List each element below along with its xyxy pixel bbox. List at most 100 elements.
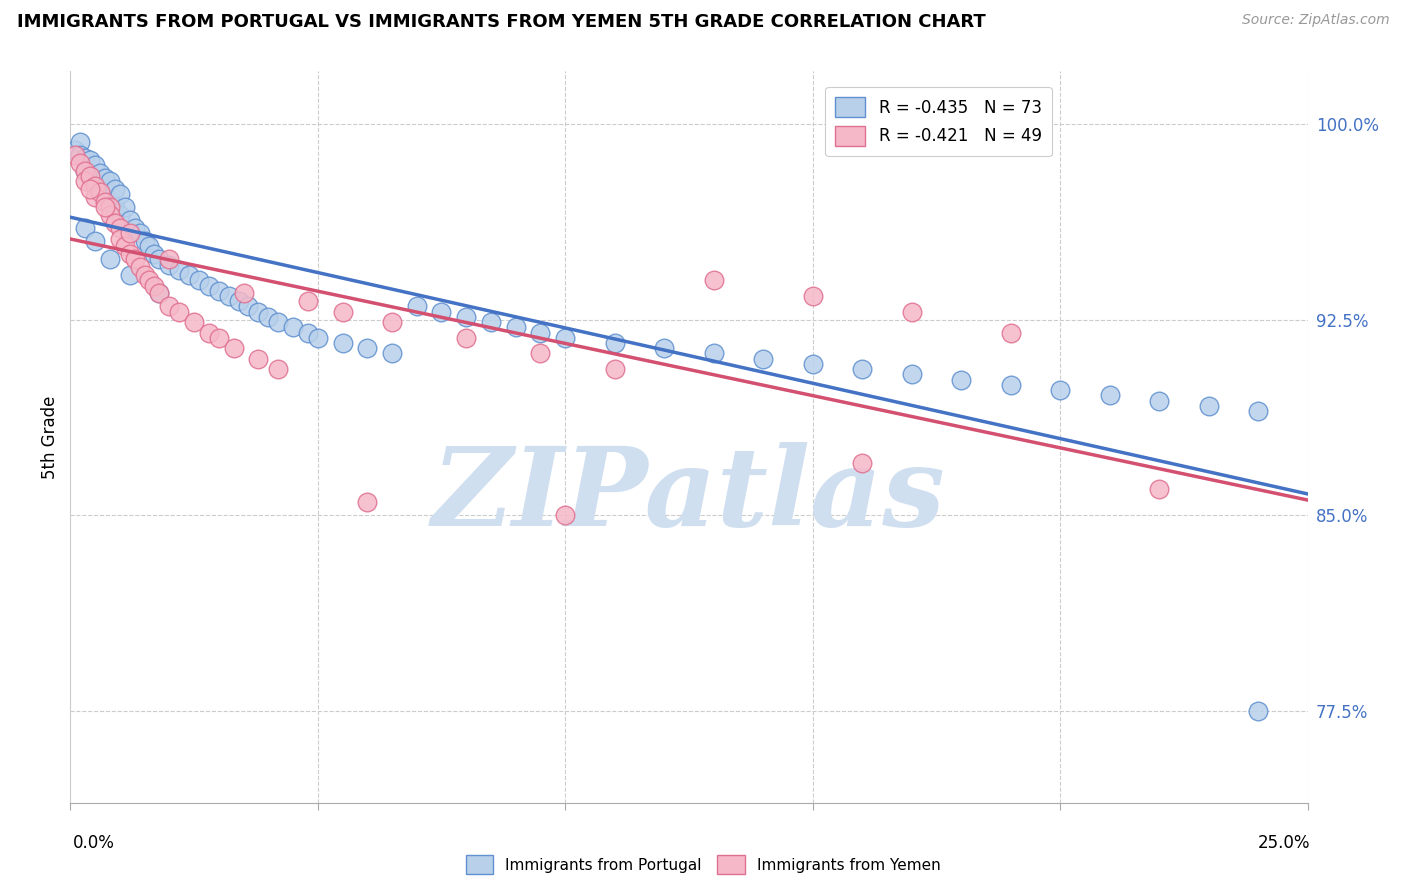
Point [228,294,250,309]
Point [1147,483,1170,497]
Point [84,179,107,194]
Text: IMMIGRANTS FROM PORTUGAL VS IMMIGRANTS FROM YEMEN 5TH GRADE CORRELATION CHART: IMMIGRANTS FROM PORTUGAL VS IMMIGRANTS F… [17,13,986,31]
Point [801,289,824,303]
Text: Source: ZipAtlas.com: Source: ZipAtlas.com [1241,13,1389,28]
Point [148,286,170,301]
Point [114,239,136,253]
Y-axis label: 5th Grade: 5th Grade [41,395,59,479]
Point [108,231,131,245]
Point [94,190,117,204]
Point [138,239,160,253]
Point [238,300,260,314]
Point [69,148,91,162]
Point [900,304,922,318]
Point [143,278,166,293]
Point [267,362,290,376]
Point [118,247,141,261]
Point [257,310,280,324]
Point [405,300,427,314]
Point [65,148,87,162]
Point [603,336,626,351]
Point [222,341,245,355]
Point [456,331,478,345]
Point [98,174,121,188]
Point [1198,399,1220,413]
Point [157,252,180,267]
Point [69,156,91,170]
Point [84,190,107,204]
Point [79,169,101,183]
Point [157,258,180,272]
Point [281,320,304,334]
Point [1247,404,1270,418]
Point [84,158,107,172]
Legend: Immigrants from Portugal, Immigrants from Yemen: Immigrants from Portugal, Immigrants fro… [460,849,946,880]
Point [332,304,354,318]
Point [138,273,160,287]
Point [79,153,101,168]
Point [118,268,141,282]
Text: ZIPatlas: ZIPatlas [432,442,946,549]
Point [356,495,378,509]
Point [89,182,111,196]
Point [381,346,404,360]
Point [529,346,551,360]
Point [94,185,117,199]
Point [183,315,205,329]
Point [218,289,240,303]
Point [118,213,141,227]
Point [108,208,131,222]
Point [157,300,180,314]
Point [851,362,873,376]
Point [247,351,270,366]
Point [94,194,117,209]
Point [167,304,190,318]
Point [801,357,824,371]
Point [108,221,131,235]
Point [554,508,576,523]
Point [950,373,973,387]
Point [208,284,231,298]
Point [75,151,97,165]
Point [84,234,107,248]
Point [128,260,150,275]
Point [128,227,150,241]
Point [79,169,101,183]
Text: 0.0%: 0.0% [73,834,115,852]
Point [167,263,190,277]
Point [297,294,319,309]
Point [297,326,319,340]
Point [1147,393,1170,408]
Point [98,194,121,209]
Point [89,166,111,180]
Point [529,326,551,340]
Point [208,331,231,345]
Point [188,273,211,287]
Point [148,286,170,301]
Point [703,273,725,287]
Point [356,341,378,355]
Point [75,221,97,235]
Point [752,351,775,366]
Point [84,174,107,188]
Point [108,187,131,202]
Point [381,315,404,329]
Point [652,341,675,355]
Point [124,221,146,235]
Point [198,326,221,340]
Point [134,234,156,248]
Point [69,135,91,149]
Point [89,185,111,199]
Point [198,278,221,293]
Point [148,252,170,267]
Point [104,216,127,230]
Point [1247,705,1270,719]
Point [98,252,121,267]
Point [505,320,527,334]
Point [75,163,97,178]
Point [94,200,117,214]
Point [75,174,97,188]
Point [75,163,97,178]
Point [1049,383,1071,397]
Point [456,310,478,324]
